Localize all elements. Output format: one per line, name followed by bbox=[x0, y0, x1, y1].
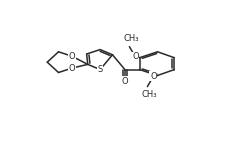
Text: O: O bbox=[122, 77, 128, 86]
Text: S: S bbox=[97, 65, 103, 74]
Text: O: O bbox=[132, 53, 139, 61]
Text: CH₃: CH₃ bbox=[142, 90, 157, 99]
Text: O: O bbox=[69, 52, 75, 61]
Text: O: O bbox=[69, 64, 75, 73]
Text: CH₃: CH₃ bbox=[124, 34, 139, 43]
Text: O: O bbox=[150, 72, 157, 81]
